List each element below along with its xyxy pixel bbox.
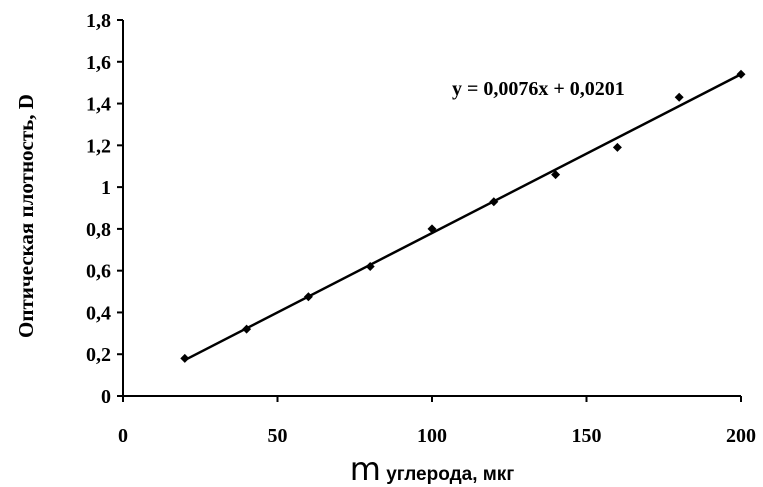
y-tick-label: 1,2 bbox=[86, 135, 111, 157]
axes bbox=[122, 20, 741, 397]
data-point bbox=[612, 142, 622, 152]
y-tick-label: 0,2 bbox=[86, 344, 111, 366]
x-tick-label: 200 bbox=[726, 425, 756, 447]
data-point bbox=[427, 224, 437, 234]
data-point bbox=[674, 92, 684, 102]
data-points bbox=[180, 69, 746, 363]
data-point bbox=[303, 292, 313, 302]
data-point bbox=[242, 324, 252, 334]
x-tick-label: 50 bbox=[268, 425, 288, 447]
y-tick-label: 1,8 bbox=[86, 10, 111, 32]
data-point bbox=[551, 170, 561, 180]
y-tick-label: 0 bbox=[101, 386, 111, 408]
y-axis-ticks: 0 0,2 0,4 0,6 0,8 1 1,2 1,4 1,6 1,8 bbox=[86, 10, 123, 408]
data-point bbox=[489, 197, 499, 207]
x-axis-title-text: углерода, мкг bbox=[381, 464, 514, 485]
x-axis-title: m углерода, мкг bbox=[350, 450, 515, 487]
data-point bbox=[180, 353, 190, 363]
x-axis-title-symbol: m bbox=[350, 450, 381, 487]
y-tick-label: 0,8 bbox=[86, 219, 111, 241]
y-tick-label: 1,6 bbox=[86, 52, 111, 74]
x-tick-label: 100 bbox=[417, 425, 447, 447]
y-axis-title: Оптическая плотность, D bbox=[14, 94, 38, 338]
data-point bbox=[365, 261, 375, 271]
data-point bbox=[736, 69, 746, 79]
x-axis-ticks: 0 50 100 150 200 bbox=[118, 396, 756, 447]
trendline bbox=[184, 73, 742, 362]
y-tick-label: 0,4 bbox=[86, 302, 111, 324]
y-tick-label: 1 bbox=[101, 177, 111, 199]
y-tick-label: 1,4 bbox=[86, 94, 111, 116]
trendline-equation: y = 0,0076x + 0,0201 bbox=[452, 78, 625, 100]
x-tick-label: 0 bbox=[118, 425, 128, 447]
y-tick-label: 0,6 bbox=[86, 261, 111, 283]
x-tick-label: 150 bbox=[572, 425, 602, 447]
